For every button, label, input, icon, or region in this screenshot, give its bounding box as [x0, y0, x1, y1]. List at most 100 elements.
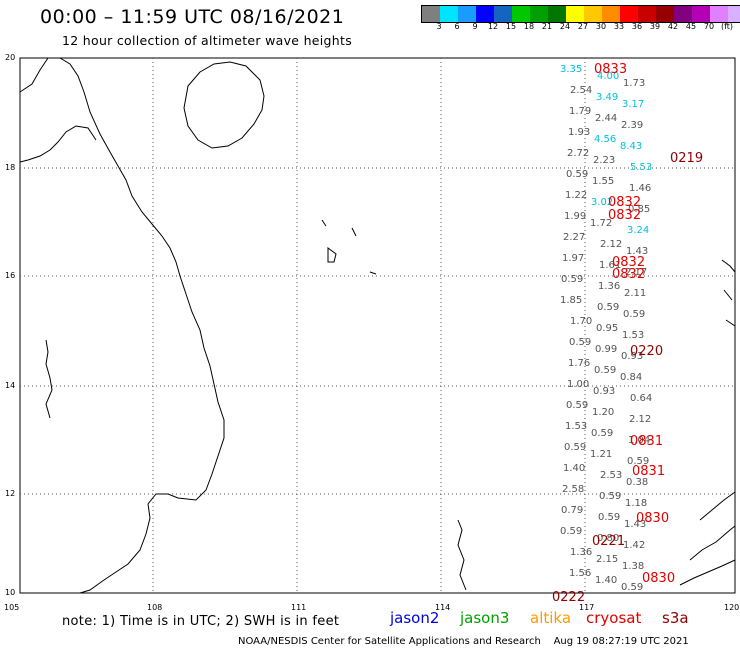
wave-height-value: 8.43	[620, 141, 642, 152]
wave-height-value: 0.59	[566, 169, 588, 180]
wave-height-value: 2.12	[600, 239, 622, 250]
wave-height-value: 2.39	[621, 120, 643, 131]
wave-height-value: 1.73	[623, 78, 645, 89]
wave-height-value: 1.55	[592, 176, 614, 187]
pass-time-label: 0832	[612, 255, 645, 270]
wave-height-value: 2.15	[596, 554, 618, 565]
scale-swatch	[656, 6, 674, 22]
scale-label: 15	[505, 22, 517, 31]
footer-text: NOAA/NESDIS Center for Satellite Applica…	[238, 636, 689, 647]
x-tick-label: 111	[291, 603, 307, 612]
pass-time-label: 0832	[608, 195, 641, 210]
wave-height-value: 0.59	[591, 428, 613, 439]
scale-swatch	[530, 6, 548, 22]
wave-height-value: 2.53	[600, 470, 622, 481]
wave-height-value: 0.80	[597, 533, 619, 544]
wave-height-value: 4.56	[594, 134, 616, 145]
wave-height-value: 1.53	[565, 421, 587, 432]
pass-time-label: 0830	[642, 571, 675, 586]
pass-time-label: 0219	[670, 151, 703, 166]
satellite-name: jason3	[460, 609, 510, 627]
x-tick-label: 105	[4, 603, 20, 612]
wave-height-value: 1.43	[626, 246, 648, 257]
pass-time-label: 0832	[608, 208, 641, 223]
wave-height-value: 0.59	[597, 302, 619, 313]
scale-swatch	[674, 6, 692, 22]
wave-height-value: 1.76	[568, 358, 590, 369]
wave-height-value: 1.22	[565, 190, 587, 201]
wave-height-value: 3.17	[622, 99, 644, 110]
wave-height-value: 5.53	[630, 162, 652, 173]
wave-height-value: 0.38	[626, 477, 648, 488]
x-tick-label: 114	[435, 603, 451, 612]
wave-height-value: 0.59	[564, 442, 586, 453]
scale-label: 36	[631, 22, 643, 31]
wave-height-value: 0.59	[561, 274, 583, 285]
scale-swatch	[512, 6, 530, 22]
wave-height-value: 1.43	[624, 519, 646, 530]
wave-height-value: 1.79	[569, 106, 591, 117]
wave-height-value: 1.21	[590, 449, 612, 460]
scale-label: 21	[541, 22, 553, 31]
wave-height-value: 0.93	[621, 351, 643, 362]
wave-height-value: 1.85	[560, 295, 582, 306]
footer-agency: NOAA/NESDIS Center for Satellite Applica…	[238, 636, 541, 647]
scale-label: 18	[523, 22, 535, 31]
wave-height-value: 1.56	[569, 568, 591, 579]
y-tick-label: 20	[5, 53, 16, 62]
wave-height-value: 1.93	[568, 127, 590, 138]
satellite-name: cryosat	[586, 609, 642, 627]
wave-height-value: 1.42	[623, 540, 645, 551]
scale-label: 70	[703, 22, 715, 31]
scale-label: 42	[667, 22, 679, 31]
pass-time-label: 0221	[592, 534, 625, 549]
scale-label: (ft)	[720, 22, 734, 31]
wave-height-value: 0.79	[561, 505, 583, 516]
wave-height-value: 1.20	[592, 407, 614, 418]
wave-height-value: 2.72	[567, 148, 589, 159]
satellite-name: s3a	[662, 609, 689, 627]
scale-label: 27	[577, 22, 589, 31]
wave-height-value: 1.61	[599, 260, 621, 271]
wave-height-value: 1.36	[598, 281, 620, 292]
map-title: 00:00 – 11:59 UTC 08/16/2021	[40, 6, 345, 28]
y-tick-label: 10	[5, 588, 16, 597]
wave-height-value: 2.54	[570, 85, 592, 96]
wave-height-value: 0.59	[594, 365, 616, 376]
y-tick-label: 12	[5, 489, 16, 498]
wave-height-value: 4.00	[597, 71, 619, 82]
pass-time-label: 0833	[594, 62, 627, 77]
wave-height-value: 1.53	[622, 330, 644, 341]
wave-height-value: 1.40	[595, 575, 617, 586]
wave-height-value: 2.58	[562, 484, 584, 495]
wave-height-value: 0.59	[621, 582, 643, 593]
wave-height-value: 1.97	[562, 253, 584, 264]
scale-swatch	[584, 6, 602, 22]
wave-height-value: 0.95	[596, 323, 618, 334]
scale-swatch	[566, 6, 584, 22]
scale-swatch	[440, 6, 458, 22]
wave-height-value: 2.27	[563, 232, 585, 243]
wave-height-value: 0.59	[598, 512, 620, 523]
scale-swatch	[638, 6, 656, 22]
map-frame	[19, 57, 736, 594]
x-tick-label: 117	[579, 603, 595, 612]
wave-height-value: 1.99	[564, 211, 586, 222]
wave-labels: 3.35 4.00 1.73 2.54 3.49 3.17 1.79 2.44 2.39 1.93…	[552, 62, 703, 605]
pass-time-label: 0832	[612, 267, 645, 282]
x-tick-label: 120	[724, 603, 740, 612]
wave-height-value: 1.40	[563, 463, 585, 474]
scale-swatch	[710, 6, 728, 22]
coastline	[19, 57, 736, 594]
wave-height-value: 0.59	[560, 526, 582, 537]
wave-height-value: 2.12	[629, 414, 651, 425]
color-scale-bar	[421, 5, 740, 23]
grid-lines	[20, 58, 735, 593]
scale-label: 39	[649, 22, 661, 31]
wave-height-value: 2.11	[624, 288, 646, 299]
pass-time-label: 0220	[630, 344, 663, 359]
scale-label: 6	[454, 22, 460, 31]
scale-label: 33	[613, 22, 625, 31]
wave-height-value: 1.00	[567, 379, 589, 390]
